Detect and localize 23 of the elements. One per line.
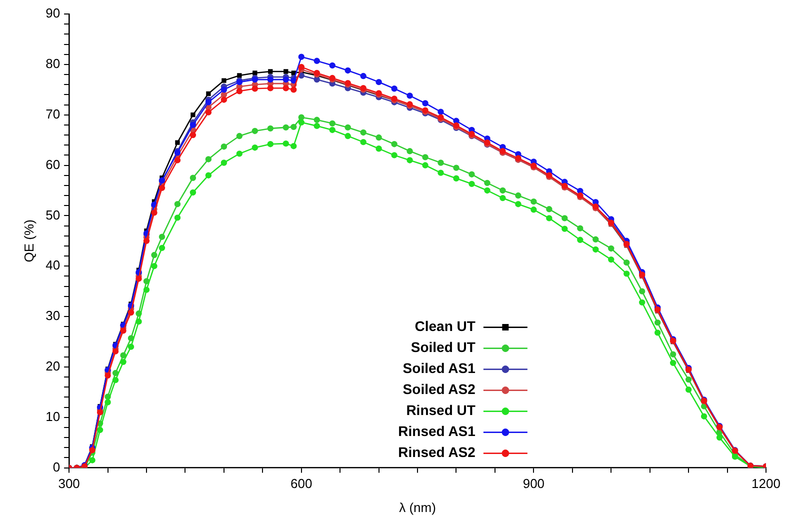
legend-label: Soiled AS1: [402, 360, 476, 376]
x-tick-label: 900: [522, 476, 545, 492]
y-tick-label: 40: [46, 258, 60, 273]
legend-label: Clean UT: [414, 318, 476, 334]
y-tick-label: 20: [46, 358, 60, 374]
x-tick-label: 1200: [752, 476, 780, 492]
legend-label: Rinsed UT: [406, 402, 476, 418]
y-tick-label: 0: [52, 459, 60, 474]
y-axis-title: QE (%): [21, 220, 36, 262]
legend-label: Soiled UT: [410, 339, 476, 356]
y-tick-label: 90: [46, 6, 60, 21]
y-tick-label: 30: [46, 308, 60, 324]
x-axis-title: λ (nm): [399, 500, 436, 515]
x-tick-label: 300: [58, 476, 80, 492]
y-tick-label: 50: [46, 207, 60, 222]
y-tick-label: 60: [46, 156, 60, 172]
legend-label: Rinsed AS2: [398, 444, 476, 460]
x-tick-label: 600: [290, 476, 312, 492]
y-tick-label: 10: [46, 408, 60, 424]
legend-label: Rinsed AS1: [398, 423, 476, 440]
y-tick-label: 70: [46, 106, 60, 122]
y-tick-label: 80: [46, 56, 60, 71]
legend-label: Soiled AS2: [402, 381, 476, 398]
